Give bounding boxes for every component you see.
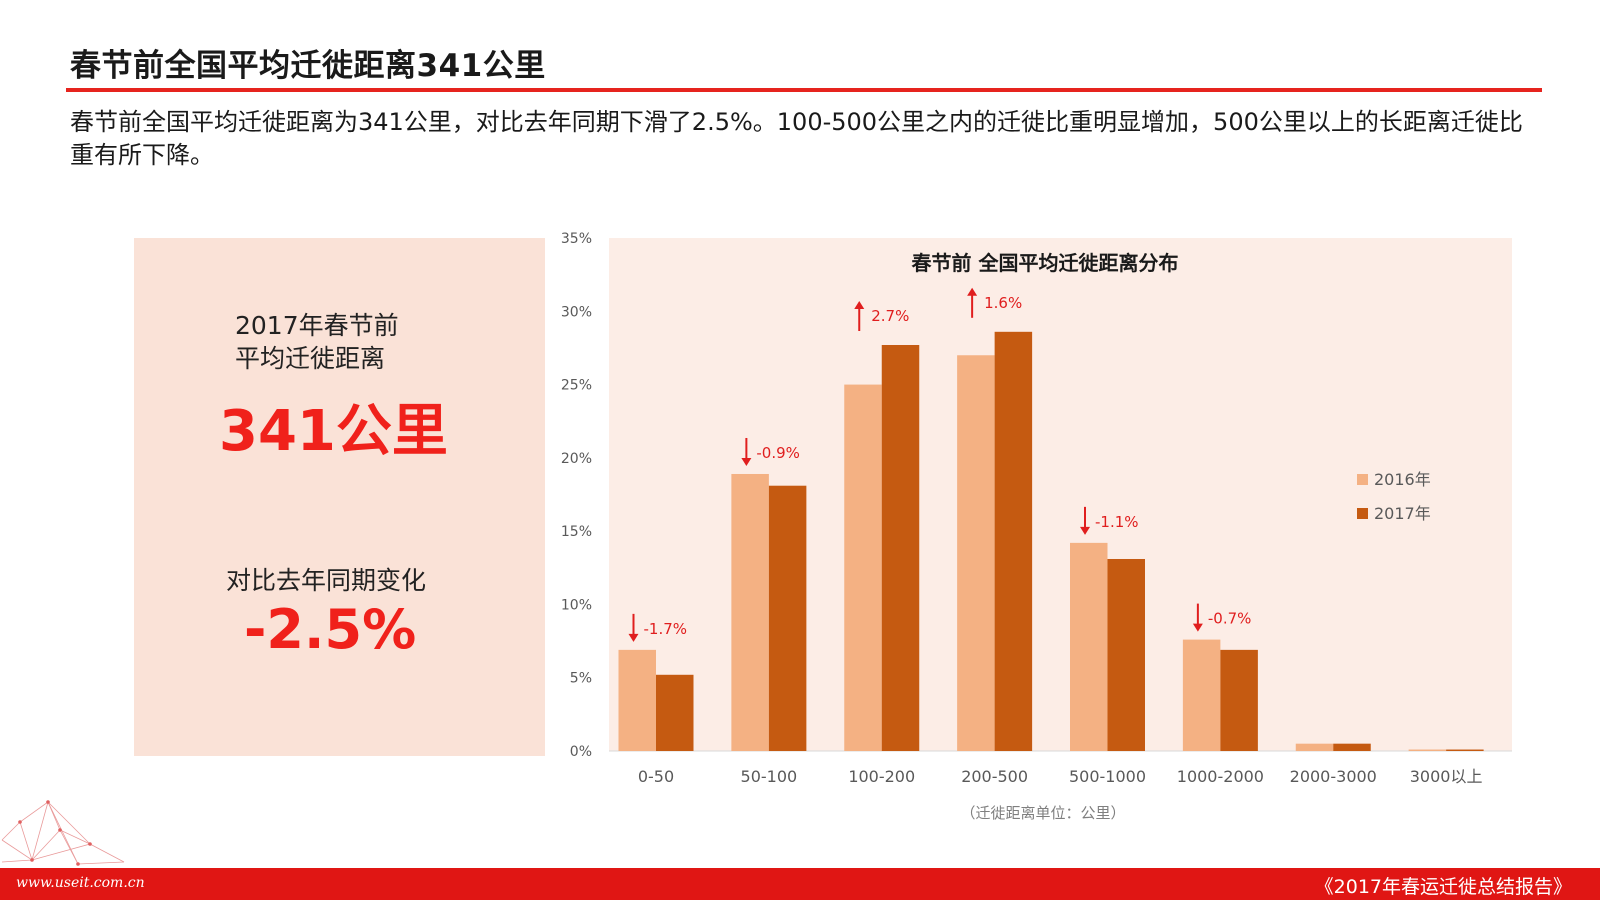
stat-label-metric: 平均迁徙距离 — [235, 344, 386, 373]
change-annotation: 1.6% — [967, 287, 1022, 318]
footer-report-title: 《2017年春运迁徙总结报告》 — [1314, 876, 1572, 898]
up-arrow-head-icon — [854, 300, 865, 309]
stat-panel: 2017年春节前 平均迁徙距离 341公里 对比去年同期变化 -2.5% — [134, 238, 545, 756]
y-tick-label: 0% — [570, 744, 592, 760]
bar-2017-5 — [1220, 649, 1258, 751]
stat-value-change: -2.5% — [244, 598, 417, 661]
change-label: -1.1% — [1095, 513, 1139, 531]
stat-label-change: 对比去年同期变化 — [226, 566, 427, 595]
legend: 2016年 2017年 — [1357, 470, 1431, 523]
x-tick-label: 50-100 — [741, 767, 798, 786]
change-annotation: -0.7% — [1192, 603, 1252, 632]
bar-2016-4 — [1070, 542, 1108, 751]
distance-distribution-chart: 0% 5% 10% 15% 20% 25% 30% 35% 0-50 50-100 100-200… — [561, 231, 1512, 822]
y-tick-label: 30% — [561, 304, 592, 320]
bar-2017-2 — [881, 344, 920, 751]
title-divider — [66, 88, 1542, 92]
y-tick-label: 25% — [561, 378, 592, 394]
x-tick-label: 200-500 — [961, 767, 1028, 786]
page-title: 春节前全国平均迁徙距离341公里 — [70, 48, 546, 84]
x-axis-label: （迁徙距离单位：公里） — [960, 804, 1125, 822]
y-tick-label: 5% — [570, 671, 592, 687]
network-decoration-icon — [1, 800, 125, 866]
down-arrow-head-icon — [1080, 526, 1090, 535]
summary-text: 春节前全国平均迁徙距离为341公里，对比去年同期下滑了2.5%。100-500公… — [70, 108, 1523, 169]
y-tick-label: 10% — [561, 597, 592, 613]
down-arrow-head-icon — [628, 633, 639, 642]
stat-value-distance: 341公里 — [219, 399, 448, 464]
legend-label: 2017年 — [1374, 504, 1431, 523]
bar-2017-1 — [768, 485, 807, 751]
x-axis-ticks: 0-50 50-100 100-200 200-500 500-1000 1000-200… — [638, 767, 1483, 786]
legend-swatch — [1357, 474, 1368, 485]
bar-2016-7 — [1408, 749, 1447, 751]
change-annotation: -1.7% — [628, 613, 688, 642]
change-label: 1.6% — [984, 294, 1022, 312]
legend-label: 2016年 — [1374, 470, 1431, 489]
x-tick-label: 3000以上 — [1410, 767, 1483, 786]
y-tick-label: 20% — [561, 451, 592, 467]
bar-2016-0 — [618, 649, 656, 751]
x-tick-label: 500-1000 — [1069, 767, 1146, 786]
x-tick-label: 2000-3000 — [1290, 767, 1377, 786]
change-label: -0.7% — [1208, 610, 1252, 628]
bar-2016-6 — [1295, 743, 1334, 751]
x-tick-label: 0-50 — [638, 767, 674, 786]
chart-title: 春节前 全国平均迁徙距离分布 — [911, 251, 1179, 275]
down-arrow-head-icon — [741, 457, 752, 466]
change-annotation: -1.1% — [1080, 506, 1139, 535]
bar-2017-7 — [1446, 749, 1484, 751]
bar-2017-3 — [994, 331, 1033, 751]
bar-2017-4 — [1107, 558, 1145, 751]
change-label: -1.7% — [644, 620, 688, 638]
bar-2017-6 — [1333, 743, 1371, 751]
y-tick-label: 35% — [561, 231, 592, 247]
footer-bar: www.useit.com.cn 《2017年春运迁徙总结报告》 — [0, 868, 1600, 900]
change-label: -0.9% — [756, 444, 800, 462]
bar-2016-3 — [957, 355, 995, 751]
x-tick-label: 100-200 — [848, 767, 915, 786]
y-tick-label: 15% — [561, 524, 592, 540]
bar-2016-5 — [1182, 639, 1221, 751]
bar-2016-1 — [731, 473, 769, 751]
x-tick-label: 1000-2000 — [1177, 767, 1264, 786]
down-arrow-head-icon — [1192, 623, 1203, 632]
bar-2016-2 — [844, 384, 882, 751]
stat-label-year: 2017年春节前 — [235, 311, 399, 340]
bar-2017-0 — [656, 674, 694, 751]
bars — [618, 331, 1484, 751]
change-annotation: 2.7% — [854, 300, 909, 331]
change-annotation: -0.9% — [741, 437, 800, 466]
change-annotations: -1.7% -0.9% 2.7% 1.6% -1.1% -0.7% — [628, 287, 1252, 642]
legend-swatch — [1357, 508, 1368, 519]
footer-url: www.useit.com.cn — [16, 875, 145, 891]
up-arrow-head-icon — [967, 287, 978, 296]
change-label: 2.7% — [871, 307, 909, 325]
y-axis: 0% 5% 10% 15% 20% 25% 30% 35% — [561, 231, 592, 760]
